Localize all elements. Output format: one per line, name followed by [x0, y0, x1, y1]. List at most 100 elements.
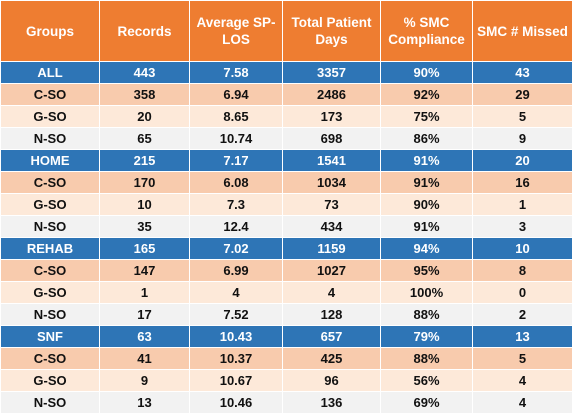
value-cell: 3	[472, 215, 572, 238]
value-cell: 10	[99, 193, 190, 216]
value-cell: 0	[472, 281, 572, 304]
value-cell: 63	[99, 325, 190, 348]
value-cell: 29	[472, 83, 572, 106]
group-cell: C-SO	[0, 259, 100, 282]
value-cell: 20	[99, 105, 190, 128]
value-cell: 9	[472, 127, 572, 150]
column-header-smc-missed: SMC # Missed	[472, 0, 572, 62]
value-cell: 170	[99, 171, 190, 194]
value-cell: 69%	[380, 391, 473, 414]
group-cell: HOME	[0, 149, 100, 172]
value-cell: 1034	[282, 171, 381, 194]
value-cell: 10	[472, 237, 572, 260]
table-row: C-SO 170 6.08 1034 91% 16	[0, 171, 572, 194]
value-cell: 698	[282, 127, 381, 150]
value-cell: 88%	[380, 303, 473, 326]
value-cell: 7.3	[189, 193, 283, 216]
value-cell: 90%	[380, 193, 473, 216]
table-row: N-SO 35 12.4 434 91% 3	[0, 215, 572, 238]
value-cell: 1541	[282, 149, 381, 172]
value-cell: 43	[472, 61, 572, 84]
group-cell: N-SO	[0, 215, 100, 238]
value-cell: 65	[99, 127, 190, 150]
value-cell: 12.4	[189, 215, 283, 238]
value-cell: 8.65	[189, 105, 283, 128]
value-cell: 79%	[380, 325, 473, 348]
value-cell: 92%	[380, 83, 473, 106]
value-cell: 128	[282, 303, 381, 326]
table-row: C-SO 41 10.37 425 88% 5	[0, 347, 572, 370]
value-cell: 41	[99, 347, 190, 370]
value-cell: 9	[99, 369, 190, 392]
value-cell: 657	[282, 325, 381, 348]
value-cell: 434	[282, 215, 381, 238]
value-cell: 90%	[380, 61, 473, 84]
value-cell: 91%	[380, 171, 473, 194]
value-cell: 13	[472, 325, 572, 348]
value-cell: 3357	[282, 61, 381, 84]
value-cell: 1027	[282, 259, 381, 282]
group-cell: G-SO	[0, 105, 100, 128]
table-row: G-SO 9 10.67 96 56% 4	[0, 369, 572, 392]
value-cell: 136	[282, 391, 381, 414]
value-cell: 91%	[380, 149, 473, 172]
value-cell: 13	[99, 391, 190, 414]
column-header-label: Average SP-LOS	[196, 15, 276, 47]
column-header-records: Records	[99, 0, 190, 62]
column-header-smc-compliance: % SMC Compliance	[380, 0, 473, 62]
value-cell: 1159	[282, 237, 381, 260]
group-cell: C-SO	[0, 171, 100, 194]
value-cell: 6.94	[189, 83, 283, 106]
value-cell: 1	[472, 193, 572, 216]
group-cell: REHAB	[0, 237, 100, 260]
value-cell: 96	[282, 369, 381, 392]
value-cell: 4	[472, 391, 572, 414]
table-row: C-SO 147 6.99 1027 95% 8	[0, 259, 572, 282]
group-cell: G-SO	[0, 281, 100, 304]
value-cell: 35	[99, 215, 190, 238]
value-cell: 86%	[380, 127, 473, 150]
value-cell: 4	[472, 369, 572, 392]
table-body: ALL 443 7.58 3357 90% 43 C-SO 358 6.94 2486 92% 29 G…	[0, 61, 572, 414]
column-header-label: SMC # Missed	[477, 23, 568, 39]
value-cell: 443	[99, 61, 190, 84]
group-cell: N-SO	[0, 391, 100, 414]
table-row: G-SO 10 7.3 73 90% 1	[0, 193, 572, 216]
value-cell: 73	[282, 193, 381, 216]
group-summary-row: ALL 443 7.58 3357 90% 43	[0, 61, 572, 84]
column-header-average-sp-los: Average SP-LOS	[189, 0, 283, 62]
column-header-label: Groups	[25, 23, 74, 39]
value-cell: 100%	[380, 281, 473, 304]
column-header-total-patient-days: Total Patient Days	[282, 0, 381, 62]
value-cell: 7.17	[189, 149, 283, 172]
group-cell: G-SO	[0, 369, 100, 392]
value-cell: 358	[99, 83, 190, 106]
group-cell: SNF	[0, 325, 100, 348]
value-cell: 4	[189, 281, 283, 304]
column-header-label: Total Patient Days	[291, 15, 372, 47]
column-header-label: % SMC Compliance	[388, 15, 465, 47]
value-cell: 20	[472, 149, 572, 172]
value-cell: 95%	[380, 259, 473, 282]
table-row: N-SO 17 7.52 128 88% 2	[0, 303, 572, 326]
group-cell: N-SO	[0, 303, 100, 326]
table-row: G-SO 20 8.65 173 75% 5	[0, 105, 572, 128]
value-cell: 7.02	[189, 237, 283, 260]
group-cell: N-SO	[0, 127, 100, 150]
value-cell: 10.67	[189, 369, 283, 392]
value-cell: 17	[99, 303, 190, 326]
value-cell: 75%	[380, 105, 473, 128]
column-header-label: Records	[117, 23, 172, 39]
value-cell: 16	[472, 171, 572, 194]
value-cell: 5	[472, 105, 572, 128]
group-summary-row: REHAB 165 7.02 1159 94% 10	[0, 237, 572, 260]
value-cell: 1	[99, 281, 190, 304]
value-cell: 6.08	[189, 171, 283, 194]
value-cell: 425	[282, 347, 381, 370]
value-cell: 8	[472, 259, 572, 282]
column-header-groups: Groups	[0, 0, 100, 62]
value-cell: 2	[472, 303, 572, 326]
group-summary-row: HOME 215 7.17 1541 91% 20	[0, 149, 572, 172]
value-cell: 173	[282, 105, 381, 128]
